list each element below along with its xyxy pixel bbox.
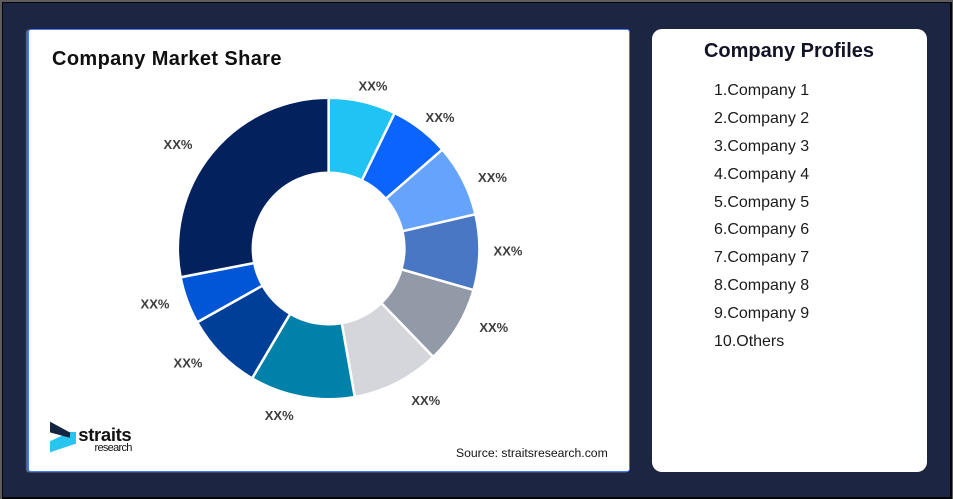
svg-text:XX%: XX% (478, 170, 507, 185)
svg-text:XX%: XX% (164, 137, 193, 152)
svg-text:XX%: XX% (494, 244, 523, 259)
svg-text:XX%: XX% (359, 79, 388, 94)
svg-text:XX%: XX% (174, 356, 203, 371)
svg-text:XX%: XX% (479, 320, 508, 335)
svg-text:XX%: XX% (141, 297, 170, 312)
svg-text:XX%: XX% (265, 408, 294, 423)
svg-text:XX%: XX% (426, 110, 455, 125)
svg-text:XX%: XX% (411, 393, 440, 408)
